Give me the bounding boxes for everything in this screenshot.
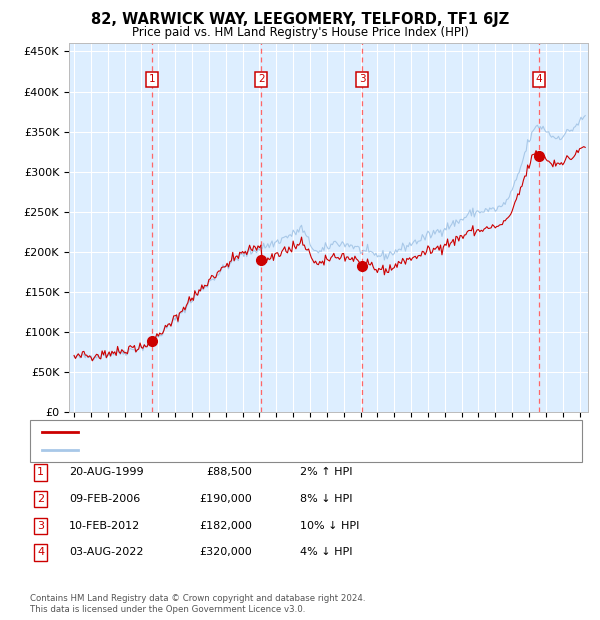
Text: 82, WARWICK WAY, LEEGOMERY, TELFORD, TF1 6JZ (detached house): 82, WARWICK WAY, LEEGOMERY, TELFORD, TF1… xyxy=(87,427,433,436)
Text: 10-FEB-2012: 10-FEB-2012 xyxy=(69,521,140,531)
Text: £190,000: £190,000 xyxy=(199,494,252,504)
Text: 2% ↑ HPI: 2% ↑ HPI xyxy=(300,467,353,477)
Text: 1: 1 xyxy=(37,467,44,477)
Text: 09-FEB-2006: 09-FEB-2006 xyxy=(69,494,140,504)
Text: 82, WARWICK WAY, LEEGOMERY, TELFORD, TF1 6JZ: 82, WARWICK WAY, LEEGOMERY, TELFORD, TF1… xyxy=(91,12,509,27)
Text: Contains HM Land Registry data © Crown copyright and database right 2024.: Contains HM Land Registry data © Crown c… xyxy=(30,593,365,603)
Text: 4: 4 xyxy=(37,547,44,557)
Text: 3: 3 xyxy=(359,74,365,84)
Text: 2: 2 xyxy=(37,494,44,504)
Text: £320,000: £320,000 xyxy=(199,547,252,557)
Text: This data is licensed under the Open Government Licence v3.0.: This data is licensed under the Open Gov… xyxy=(30,604,305,614)
Text: 10% ↓ HPI: 10% ↓ HPI xyxy=(300,521,359,531)
Text: 20-AUG-1999: 20-AUG-1999 xyxy=(69,467,143,477)
Text: 4% ↓ HPI: 4% ↓ HPI xyxy=(300,547,353,557)
Text: 3: 3 xyxy=(37,521,44,531)
Text: £182,000: £182,000 xyxy=(199,521,252,531)
Text: HPI: Average price, detached house, Telford and Wrekin: HPI: Average price, detached house, Telf… xyxy=(87,445,364,455)
Text: 4: 4 xyxy=(536,74,542,84)
Text: £88,500: £88,500 xyxy=(206,467,252,477)
Text: 03-AUG-2022: 03-AUG-2022 xyxy=(69,547,143,557)
Text: 1: 1 xyxy=(149,74,155,84)
Text: 2: 2 xyxy=(258,74,265,84)
Text: Price paid vs. HM Land Registry's House Price Index (HPI): Price paid vs. HM Land Registry's House … xyxy=(131,26,469,39)
Text: 8% ↓ HPI: 8% ↓ HPI xyxy=(300,494,353,504)
